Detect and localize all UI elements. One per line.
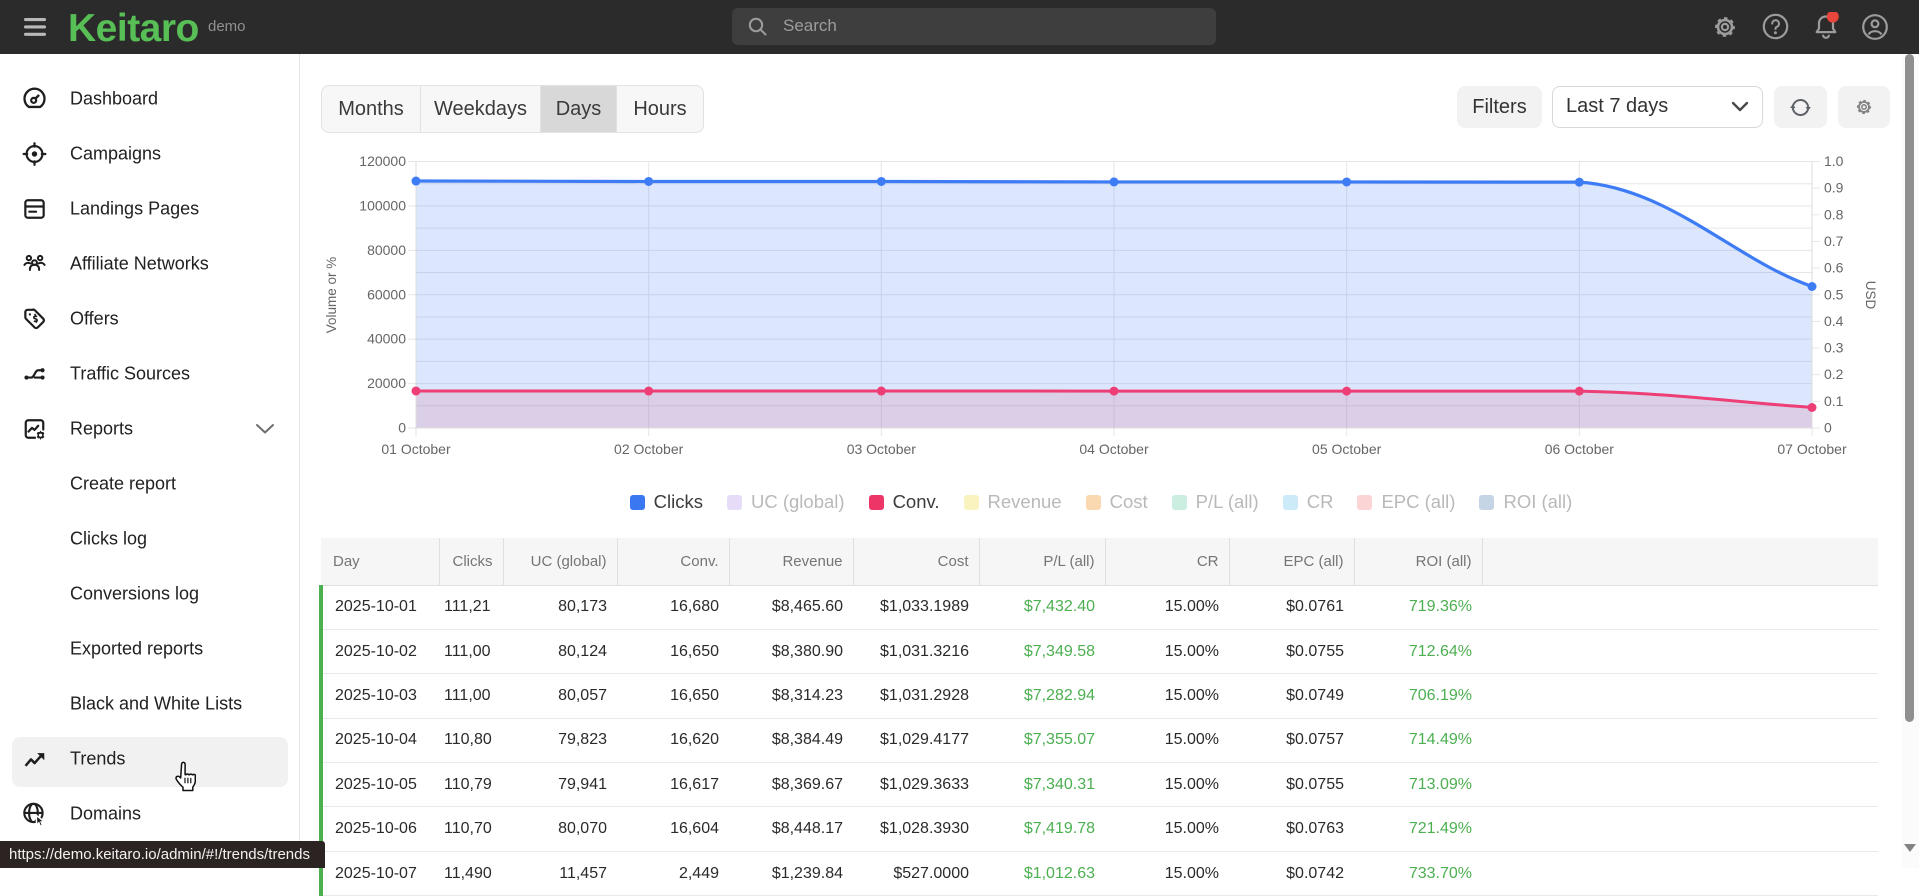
svg-text:0.8: 0.8 [1824,206,1844,222]
svg-text:60000: 60000 [367,286,406,302]
svg-text:0.7: 0.7 [1824,233,1844,249]
svg-text:0.2: 0.2 [1824,366,1844,382]
svg-text:03 October: 03 October [847,441,917,457]
svg-text:0.3: 0.3 [1824,340,1844,356]
svg-text:01 October: 01 October [381,441,451,457]
svg-text:1.0: 1.0 [1824,153,1844,169]
svg-text:0: 0 [398,420,406,436]
svg-text:05 October: 05 October [1312,441,1382,457]
svg-text:USD: USD [1863,281,1878,310]
svg-text:07 October: 07 October [1777,441,1847,457]
svg-text:120000: 120000 [359,153,406,169]
svg-text:80000: 80000 [367,242,406,258]
svg-text:0.6: 0.6 [1824,260,1844,276]
svg-text:0.5: 0.5 [1824,286,1844,302]
svg-text:Volume or %: Volume or % [324,257,339,334]
svg-text:40000: 40000 [367,331,406,347]
svg-text:0: 0 [1824,420,1832,436]
svg-text:04 October: 04 October [1079,441,1149,457]
svg-text:100000: 100000 [359,197,406,213]
svg-text:0.9: 0.9 [1824,180,1844,196]
svg-text:0.4: 0.4 [1824,313,1844,329]
svg-text:06 October: 06 October [1545,441,1615,457]
svg-text:0.1: 0.1 [1824,393,1844,409]
svg-text:02 October: 02 October [614,441,684,457]
svg-text:20000: 20000 [367,375,406,391]
